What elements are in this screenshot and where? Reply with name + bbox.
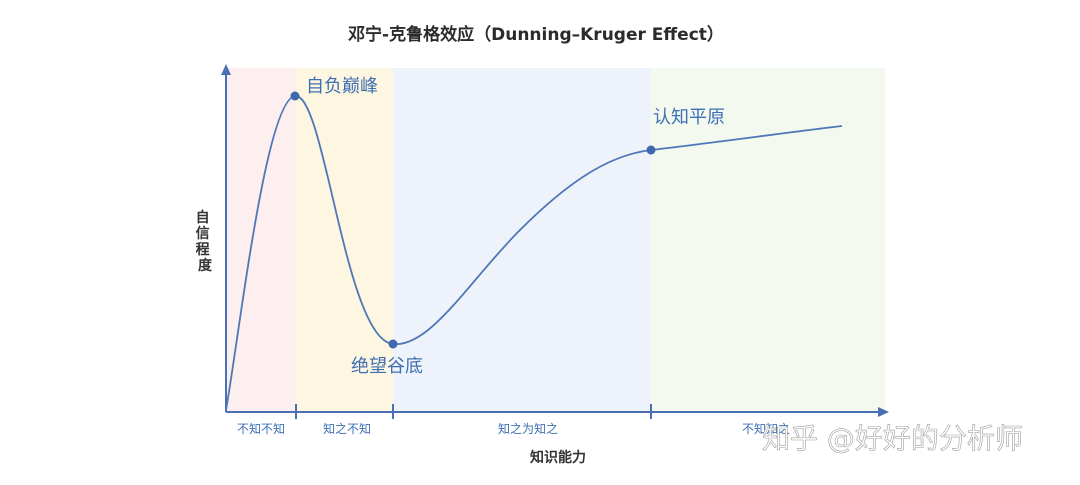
- stage-band-conscious-competence: [393, 68, 651, 412]
- peak-point: [290, 91, 300, 101]
- x-axis-arrow: [878, 407, 889, 417]
- watermark-text: 知乎 @好好的分析师: [762, 422, 1023, 455]
- stage-band-unconscious-competence: [651, 68, 885, 412]
- stage-band-conscious-incompetence: [296, 68, 393, 412]
- stage-band-unconscious-incompetence: [226, 68, 296, 412]
- valley-point: [388, 339, 398, 349]
- x-axis-label: 知识能力: [530, 449, 586, 466]
- plateau-label: 认知平原: [653, 107, 725, 128]
- y-axis-label: 自 信 程 度: [196, 209, 215, 274]
- diagram-title: 邓宁-克鲁格效应（Dunning–Kruger Effect）: [348, 24, 724, 45]
- stage-label-unconscious-competence: 不知知之: [742, 422, 790, 436]
- valley-label: 绝望谷底: [351, 356, 423, 377]
- y-axis-arrow: [221, 64, 231, 75]
- stage-label-conscious-incompetence: 知之不知: [323, 422, 371, 436]
- stage-label-unconscious-incompetence: 不知不知: [237, 422, 285, 436]
- axes: [221, 64, 889, 419]
- plateau-point: [646, 145, 656, 155]
- peak-label: 自负巅峰: [306, 76, 378, 97]
- stage-label-conscious-competence: 知之为知之: [498, 422, 558, 436]
